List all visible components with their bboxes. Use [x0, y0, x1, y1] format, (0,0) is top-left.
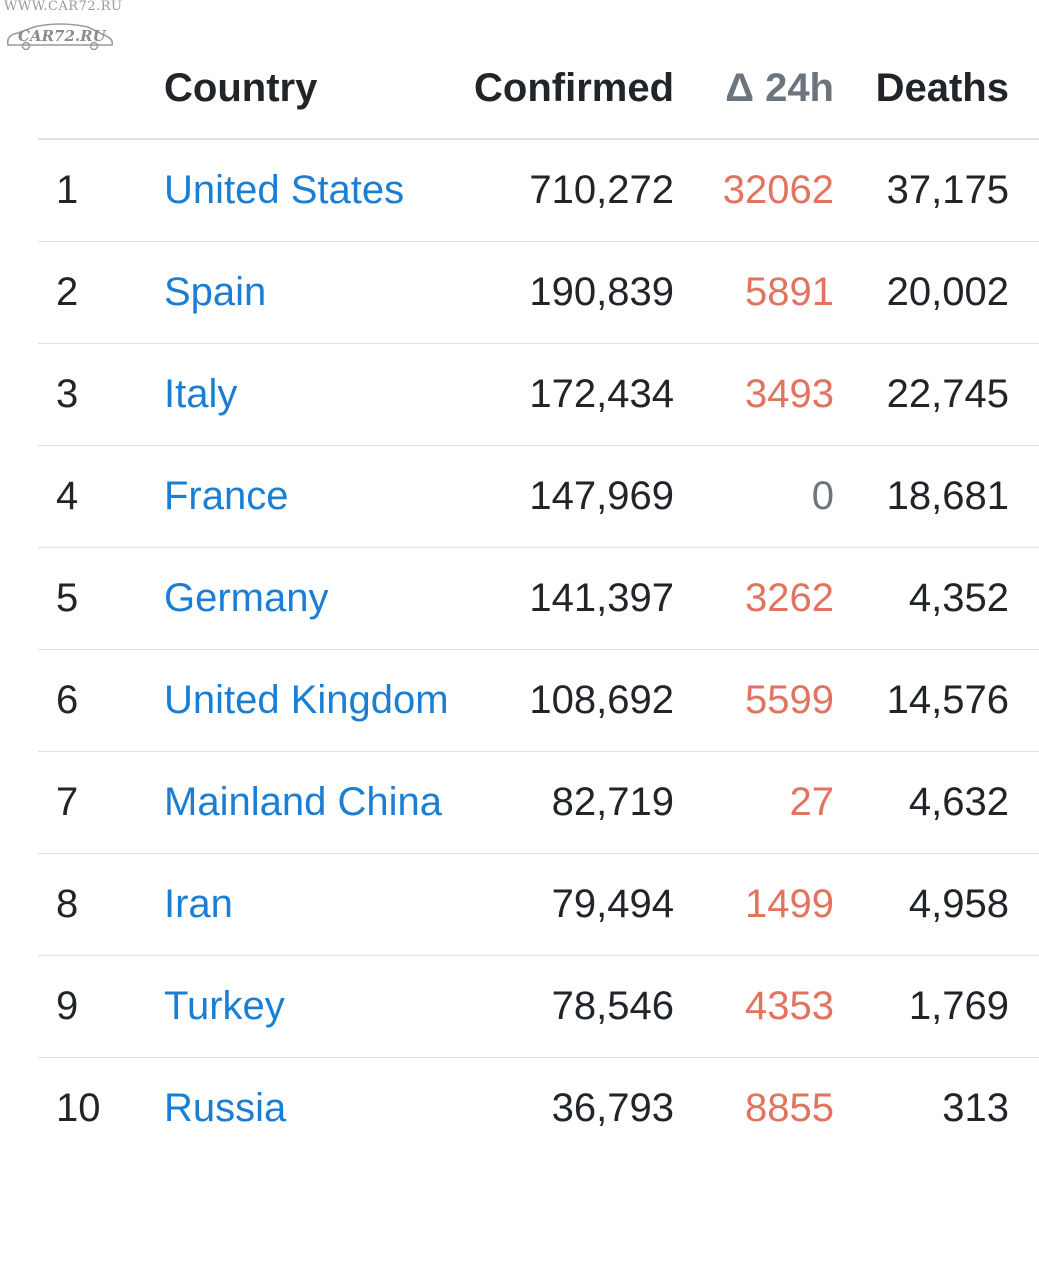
deaths-cell: 14,576 — [834, 649, 1009, 752]
spacer-cell — [1009, 139, 1039, 242]
deaths-cell: 4,958 — [834, 853, 1009, 956]
table-row: 9 Turkey 78,546 4353 1,769 — [38, 955, 1039, 1058]
deaths-cell: 22,745 — [834, 343, 1009, 446]
confirmed-cell: 78,546 — [462, 955, 674, 1058]
country-cell: France — [164, 445, 462, 548]
delta-cell: 32062 — [674, 139, 834, 242]
table-row: 6 United Kingdom 108,692 5599 14,576 — [38, 649, 1039, 752]
country-link[interactable]: Germany — [164, 576, 329, 620]
country-link[interactable]: Iran — [164, 882, 233, 926]
header-deaths[interactable]: Deaths — [834, 38, 1009, 140]
rank-cell: 3 — [38, 343, 164, 446]
rank-cell: 6 — [38, 649, 164, 752]
spacer-cell — [1009, 853, 1039, 956]
country-link[interactable]: United States — [164, 168, 405, 212]
spacer-cell — [1009, 1058, 1039, 1160]
delta-cell: 8855 — [745, 1086, 834, 1130]
rank-cell: 7 — [38, 751, 164, 854]
country-cell: Turkey — [164, 955, 462, 1058]
header-spacer — [1009, 38, 1039, 140]
country-link[interactable]: Mainland China — [164, 780, 442, 824]
deaths-cell: 18,681 — [834, 445, 1009, 548]
rank-cell: 2 — [38, 241, 164, 344]
table-row: 5 Germany 141,397 3262 4,352 — [38, 547, 1039, 650]
header-rank — [38, 38, 164, 140]
table-row: 7 Mainland China 82,719 27 4,632 — [38, 751, 1039, 854]
country-stats-table: Country Confirmed Δ 24h Deaths 1 United … — [38, 38, 1039, 1159]
table-row: 2 Spain 190,839 5891 20,002 — [38, 241, 1039, 344]
spacer-cell — [1009, 343, 1039, 446]
confirmed-cell: 36,793 — [551, 1086, 674, 1130]
confirmed-cell: 710,272 — [462, 139, 674, 242]
confirmed-cell: 108,692 — [462, 649, 674, 752]
deaths-cell: 4,352 — [834, 547, 1009, 650]
delta-cell: 27 — [674, 751, 834, 854]
confirmed-cell: 79,494 — [462, 853, 674, 956]
table-row: 1 United States 710,272 32062 37,175 — [38, 139, 1039, 242]
spacer-cell — [1009, 547, 1039, 650]
confirmed-cell: 141,397 — [462, 547, 674, 650]
rank-cell: 10 — [56, 1086, 101, 1130]
delta-cell: 4353 — [674, 955, 834, 1058]
country-cell: Russia — [164, 1058, 462, 1160]
rank-cell: 4 — [38, 445, 164, 548]
rank-cell: 1 — [38, 139, 164, 242]
header-confirmed[interactable]: Confirmed — [462, 38, 674, 140]
country-link[interactable]: Russia — [164, 1086, 287, 1130]
table-row: 3 Italy 172,434 3493 22,745 — [38, 343, 1039, 446]
delta-cell: 0 — [674, 445, 834, 548]
deaths-cell: 4,632 — [834, 751, 1009, 854]
country-link[interactable]: Spain — [164, 270, 267, 314]
deaths-cell: 1,769 — [834, 955, 1009, 1058]
watermark-url: WWW.CAR72.RU — [4, 0, 123, 14]
rank-cell: 8 — [38, 853, 164, 956]
delta-cell: 5599 — [674, 649, 834, 752]
rank-cell: 9 — [38, 955, 164, 1058]
country-link[interactable]: United Kingdom — [164, 678, 449, 722]
delta-cell: 3493 — [674, 343, 834, 446]
country-link[interactable]: Turkey — [164, 984, 285, 1028]
country-cell: United States — [164, 139, 462, 242]
country-cell: Mainland China — [164, 751, 462, 854]
country-link[interactable]: Italy — [164, 372, 238, 416]
header-delta-24h[interactable]: Δ 24h — [674, 38, 834, 140]
spacer-cell — [1009, 649, 1039, 752]
delta-cell: 1499 — [674, 853, 834, 956]
country-cell: Iran — [164, 853, 462, 956]
country-cell: Italy — [164, 343, 462, 446]
confirmed-cell: 82,719 — [462, 751, 674, 854]
country-cell: United Kingdom — [164, 649, 462, 752]
delta-cell: 5891 — [674, 241, 834, 344]
spacer-cell — [1009, 955, 1039, 1058]
rank-cell: 5 — [38, 547, 164, 650]
table-body: 1 United States 710,272 32062 37,175 2 S… — [38, 139, 1039, 1159]
confirmed-cell: 147,969 — [462, 445, 674, 548]
confirmed-cell: 190,839 — [462, 241, 674, 344]
deaths-cell: 37,175 — [834, 139, 1009, 242]
country-cell: Germany — [164, 547, 462, 650]
deaths-cell: 20,002 — [834, 241, 1009, 344]
spacer-cell — [1009, 241, 1039, 344]
table-header: Country Confirmed Δ 24h Deaths — [38, 38, 1039, 140]
deaths-cell: 313 — [942, 1086, 1009, 1130]
spacer-cell — [1009, 751, 1039, 854]
confirmed-cell: 172,434 — [462, 343, 674, 446]
table-row: 8 Iran 79,494 1499 4,958 — [38, 853, 1039, 956]
header-row: Country Confirmed Δ 24h Deaths — [38, 38, 1039, 140]
country-cell: Spain — [164, 241, 462, 344]
table-row: 4 France 147,969 0 18,681 — [38, 445, 1039, 548]
country-link[interactable]: France — [164, 474, 289, 518]
table-row: 10 Russia 36,793 8855 313 — [38, 1058, 1039, 1160]
spacer-cell — [1009, 445, 1039, 548]
delta-cell: 3262 — [674, 547, 834, 650]
header-country[interactable]: Country — [164, 38, 462, 140]
